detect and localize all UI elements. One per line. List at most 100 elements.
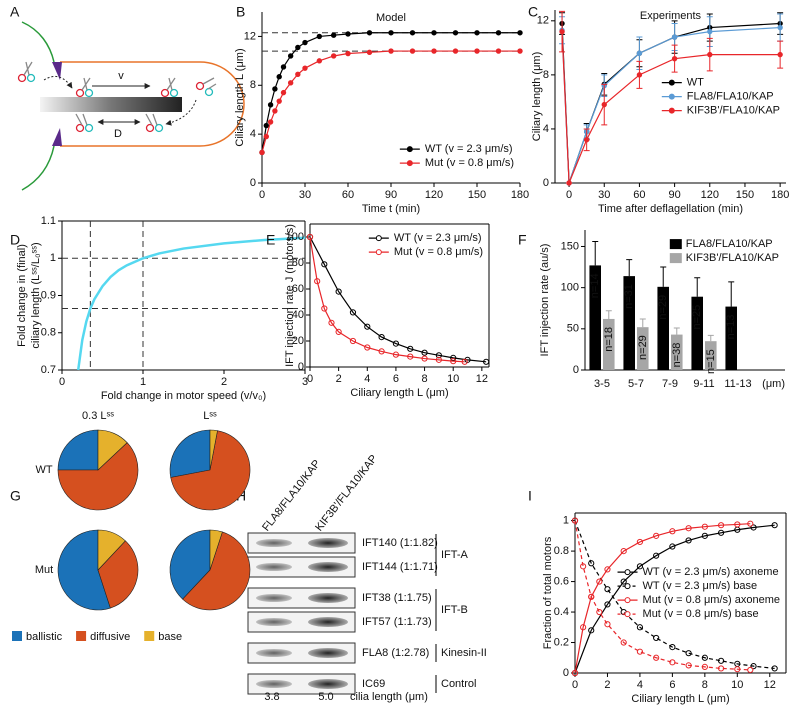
x-tick-label: 90 [385,189,397,201]
data-point [409,48,416,54]
data-point [474,48,480,54]
y-tick-label: 4 [543,123,549,135]
data-point [685,662,692,669]
y-axis-label: IFT injection rate (au/s) [539,244,551,357]
error-bar [639,318,646,328]
panel-letter: A [10,4,20,20]
y-tick-label: 0 [573,364,579,376]
bar [589,265,601,370]
y-tick-label: 12 [244,30,256,42]
legend-marker [375,235,382,242]
data-point [450,354,457,361]
band [308,593,348,603]
data-point [495,48,502,54]
data-point [321,261,328,268]
data-point [571,669,579,677]
data-point [653,532,660,539]
data-point [580,624,587,631]
data-point [431,30,437,36]
data-point [316,33,323,40]
bar [705,341,717,370]
legend-label: base [158,631,182,643]
bar-label: n=38 [671,343,683,368]
x-tick-label: 10 [447,373,459,385]
x-tick-label: 3-5 [594,378,610,390]
bar [671,334,683,370]
group-label: IFT-A [441,549,469,561]
error-bar [694,277,701,297]
data-point [388,30,394,36]
legend: WT FLA8/FLA10/KAP KIF3B'/FLA10/KAP [661,77,780,117]
y-tick-label: 0.9 [41,289,56,301]
x-tick-label: 2 [336,373,342,385]
y-tick-label: 0 [563,667,569,679]
cilia-length-label: cilia length (μm) [350,691,428,703]
data-point [263,133,269,140]
data-point [330,53,337,59]
data-point [620,639,627,646]
legend-swatch [144,631,155,641]
data-point [566,180,572,186]
x-tick-label: 6 [393,373,399,385]
data-point [747,520,754,527]
pie-slice [209,429,218,471]
bar-label: n=31 [623,284,635,309]
data-point [583,137,590,143]
data-point [335,288,342,295]
axoneme [40,97,182,112]
legend-label: FLA8/FLA10/KAP [686,238,773,250]
x-tick-label: 8 [702,679,708,691]
data-point [777,24,783,31]
data-point [364,344,371,351]
data-point [483,358,490,365]
band [308,538,348,548]
pie-slice [97,540,139,609]
x-tick-label: 12 [764,679,776,691]
data-point [517,30,523,36]
data-point [750,524,757,531]
x-tick-label: 150 [468,189,486,201]
data-point [717,522,725,529]
data-point [717,665,725,672]
data-point [620,578,627,585]
data-point [267,102,274,108]
x-tick-label: 90 [668,189,680,201]
group-label: Kinesin-II [441,647,487,659]
data-point [421,349,428,356]
column-header: KIF3B'/FLA10/KAP [313,453,380,534]
band [256,618,292,626]
data-point [717,529,725,536]
legend-label: WT (v = 2.3 μm/s) [394,232,482,244]
data-point [669,543,676,550]
y-tick-label: 0.6 [554,575,569,587]
row-label: IFT57 (1:1.73) [362,616,432,628]
x-tick-label: 60 [633,189,645,201]
data-point [734,521,741,528]
data-point [588,627,595,634]
legend-marker [624,583,631,590]
band [256,594,292,602]
data-point [685,650,692,657]
legend-swatch [12,631,22,641]
legend-label: Mut (v = 0.8 μm/s) axoneme [643,594,780,606]
membrane [21,145,55,191]
data-point [259,149,265,156]
error-bar [605,310,612,319]
data-point [407,345,414,352]
data-point [392,351,400,358]
pie-slice [97,429,128,471]
velocity-label: v [118,70,124,82]
data-point [330,32,337,38]
data-point [701,654,708,661]
y-tick-label: 1 [563,515,569,527]
data-point [601,101,607,108]
data-point [717,657,725,664]
data-point [450,358,457,365]
data-point [378,348,385,355]
x-tick-label: 5-7 [628,378,644,390]
bar-label: n=29 [657,295,669,320]
x-tick-label: 2 [604,679,610,691]
legend-label: KIF3B'/FLA10/KAP [687,105,780,117]
x-tick-label: 150 [736,189,754,201]
data-point [366,49,373,56]
